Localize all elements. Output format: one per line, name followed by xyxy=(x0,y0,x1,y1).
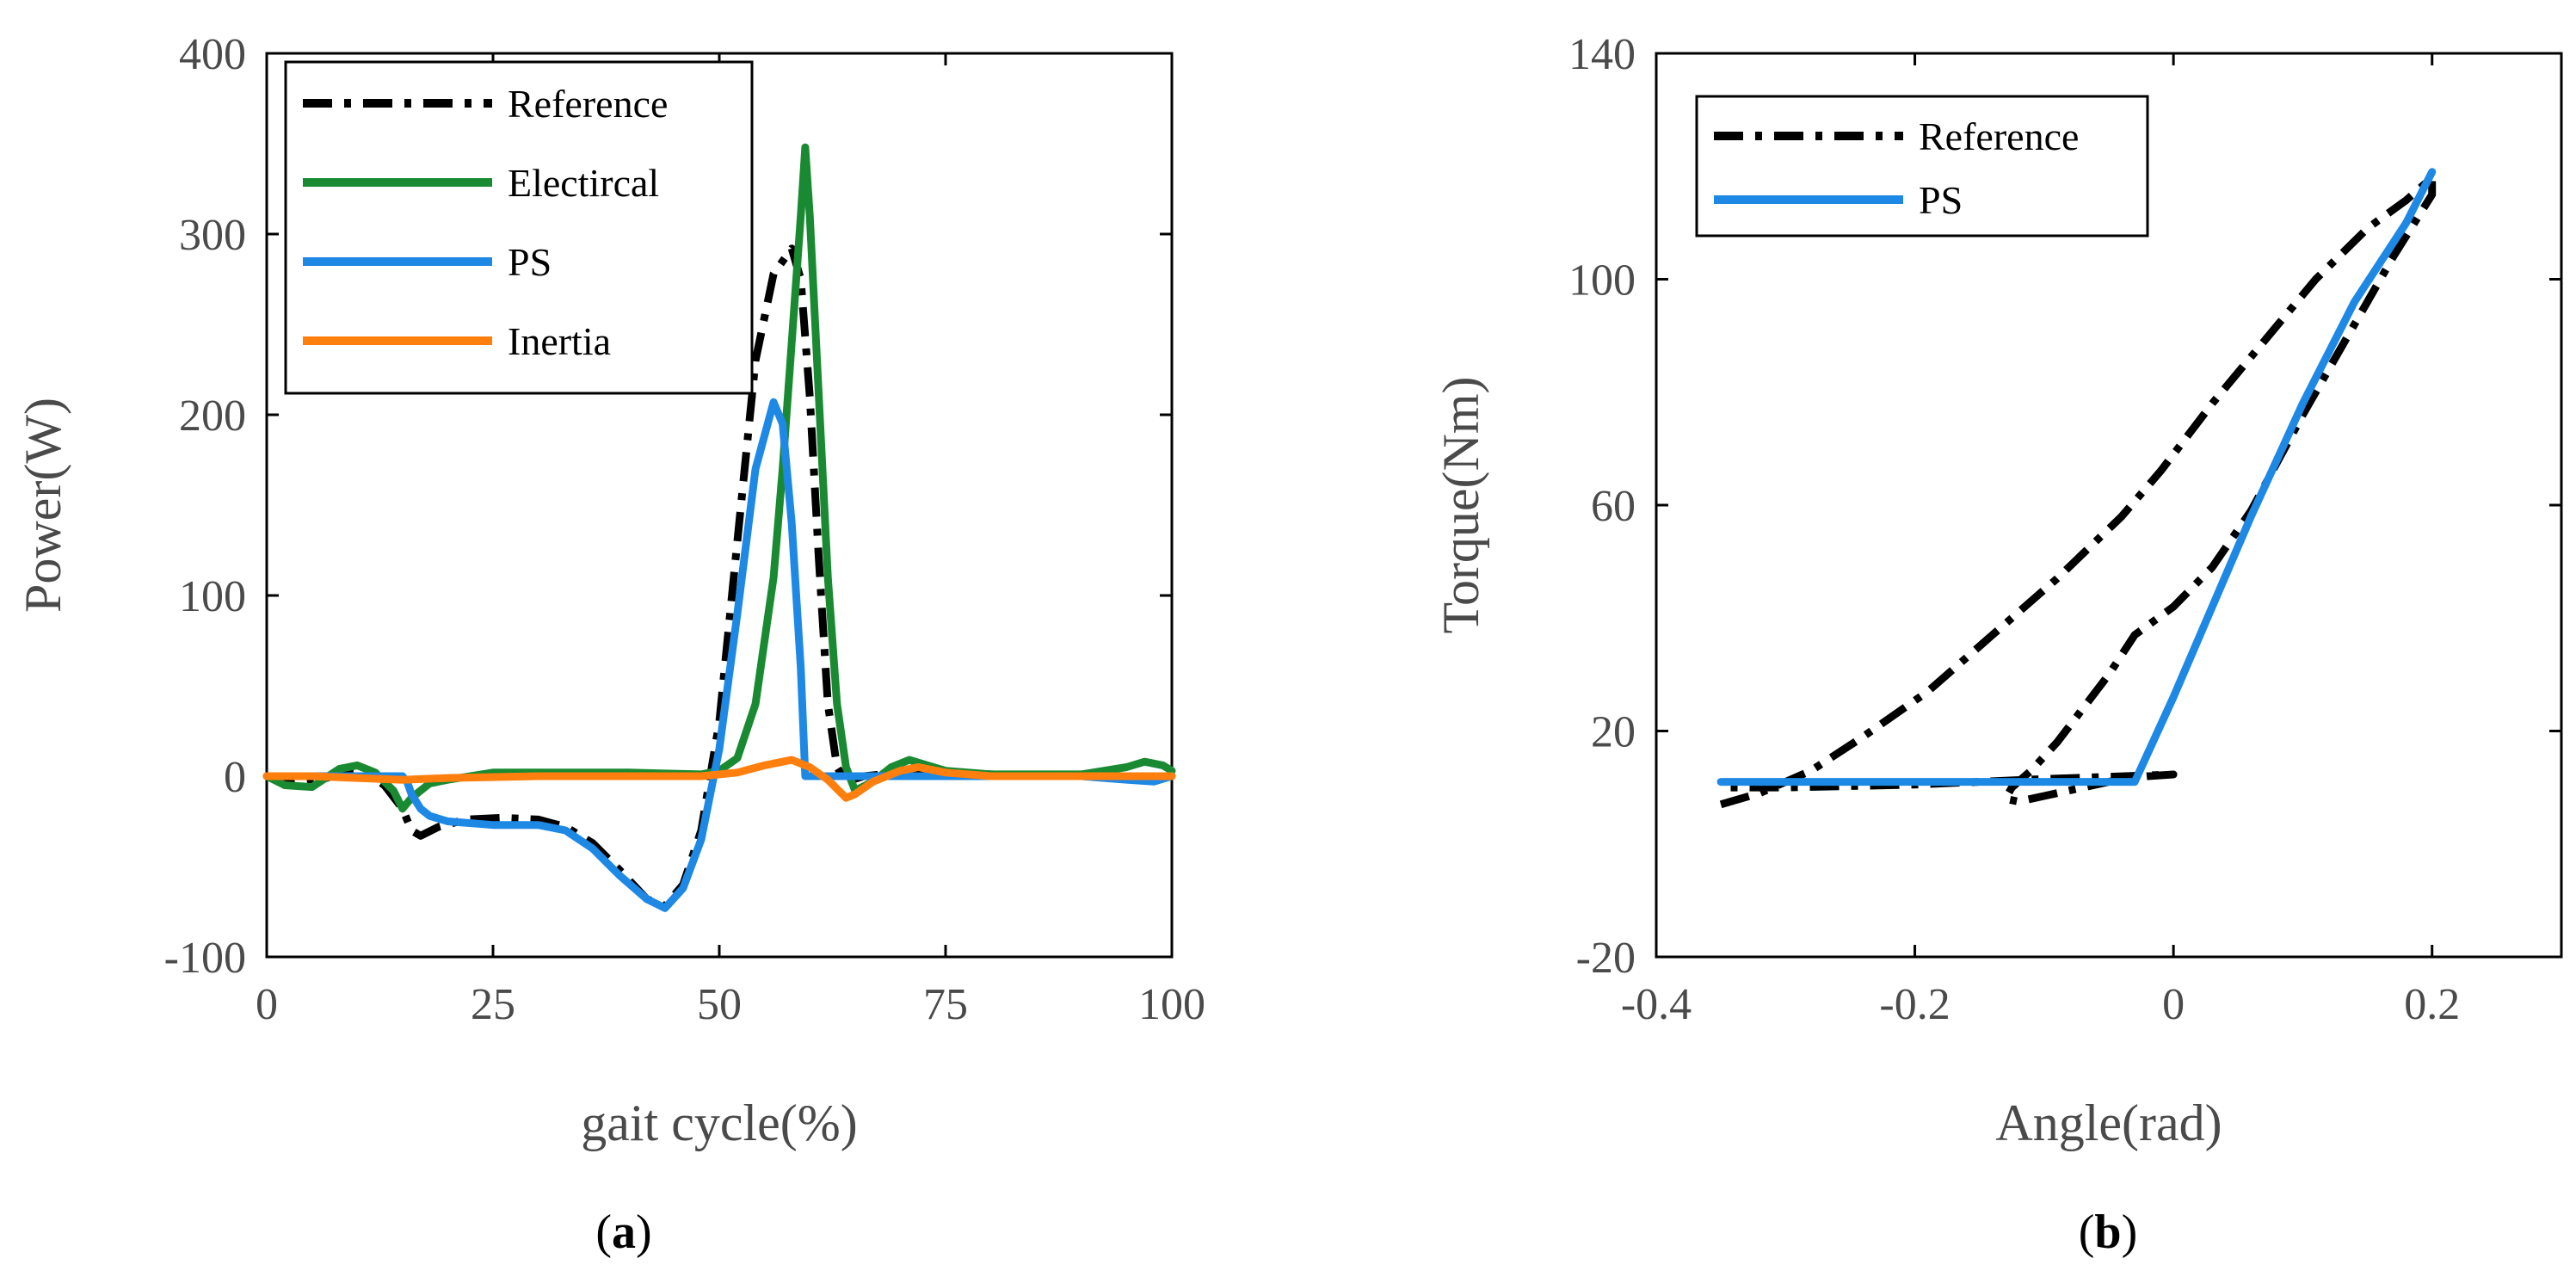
panel-a-legend-label-inertia: Inertia xyxy=(508,319,611,363)
panel-b-series-ps xyxy=(1716,168,2437,787)
panel-b-legend: Reference PS xyxy=(1695,95,2149,238)
panel-b-x-tick-label: -0.4 xyxy=(1621,980,1692,1029)
panel-a-y-tick-label: 100 xyxy=(179,572,246,621)
panel-a-x-tick-label: 0 xyxy=(256,980,278,1029)
panel-b-x-tick-label: -0.2 xyxy=(1879,980,1950,1029)
panel-b-y-tick-label: 100 xyxy=(1568,256,1636,305)
panel-b-legend-label-reference: Reference xyxy=(1919,114,2079,158)
panel-a-y-axis-label: Power(W) xyxy=(15,398,71,613)
panel-b: -0.4 -0.2 0 0.2 -20 20 60 100 140 Angle(rad) Tor… xyxy=(1433,30,2563,1259)
panel-b-caption: (b) xyxy=(2079,1206,2137,1259)
panel-b-y-tick-label: 60 xyxy=(1591,482,1636,531)
panel-b-legend-label-ps: PS xyxy=(1919,178,1963,222)
panel-a-y-tick-label: 300 xyxy=(179,211,246,260)
panel-a-x-tick-label: 25 xyxy=(471,980,515,1029)
panel-a-legend-label-electrical: Electircal xyxy=(508,161,659,205)
panel-a-x-tick-label: 75 xyxy=(923,980,968,1029)
panel-a-x-tick-label: 50 xyxy=(697,980,742,1029)
panel-b-y-tick-label: -20 xyxy=(1576,934,1636,983)
panel-a-series xyxy=(262,143,1176,912)
panel-b-x-tick-label: 0 xyxy=(2162,980,2185,1029)
panel-a-x-axis-label: gait cycle(%) xyxy=(581,1095,857,1151)
panel-b-series xyxy=(1716,168,2437,809)
panel-a-y-tick-label: 200 xyxy=(179,392,246,441)
panel-b-y-tick-label: 20 xyxy=(1591,708,1636,757)
panel-b-x-tick-label: 0.2 xyxy=(2404,980,2460,1029)
panel-a-y-tick-label: 0 xyxy=(224,753,246,802)
panel-b-ticks: -0.4 -0.2 0 0.2 -20 20 60 100 140 xyxy=(1568,30,2561,1029)
panel-b-x-axis-label: Angle(rad) xyxy=(1995,1095,2222,1151)
panel-b-y-axis-label: Torque(Nm) xyxy=(1433,376,1489,633)
panel-a-legend: Reference Electircal PS Inertia xyxy=(284,60,754,395)
panel-a-caption: (a) xyxy=(595,1206,651,1259)
panel-b-y-tick-label: 140 xyxy=(1568,30,1636,79)
panel-a-legend-label-ps: PS xyxy=(508,240,552,284)
panel-a-y-tick-label: -100 xyxy=(164,934,246,983)
panel-a-y-tick-label: 400 xyxy=(179,30,246,79)
panel-a-x-tick-label: 100 xyxy=(1138,980,1205,1029)
panel-a-series-inertia xyxy=(262,756,1176,802)
panel-a-legend-label-reference: Reference xyxy=(508,82,668,126)
panel-b-legend-box xyxy=(1695,95,2149,238)
